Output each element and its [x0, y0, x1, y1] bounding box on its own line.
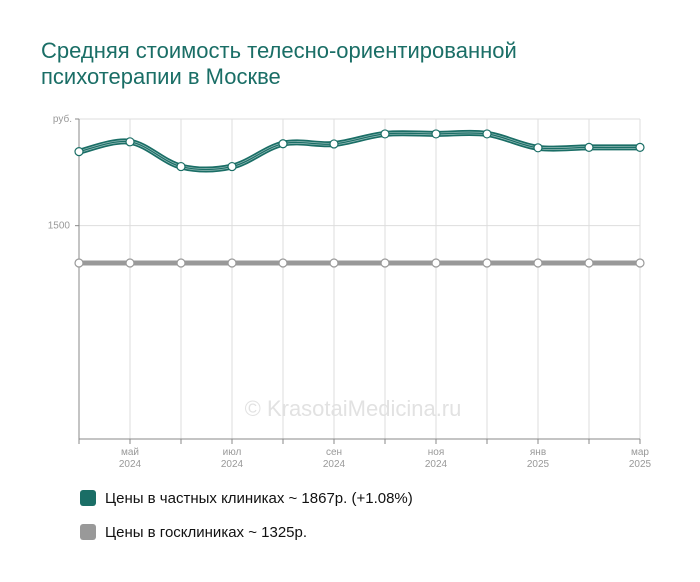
data-point-public [584, 258, 594, 268]
x-tick-labels: май2024июл2024сен2024ноя2024янв2025мар20… [119, 447, 652, 470]
data-point-private [329, 139, 339, 149]
data-point-private [635, 142, 645, 152]
x-tick-label-year: 2024 [323, 459, 346, 470]
legend-item-private[interactable]: Цены в частных клиниках ~ 1867р. (+1.08%… [80, 488, 680, 508]
x-tick-label-year: 2024 [221, 459, 244, 470]
watermark: © KrasotaiMedicina.ru [245, 396, 462, 421]
grid-group [78, 118, 641, 439]
x-tick-label-year: 2024 [119, 459, 142, 470]
data-point-public [431, 258, 441, 268]
data-point-private [278, 139, 288, 149]
x-tick-label-month: янв [530, 447, 546, 458]
data-point-private [380, 129, 390, 139]
data-point-public [176, 258, 186, 268]
chart-title: Средняя стоимость телесно-ориентированно… [41, 38, 517, 89]
legend-swatch-private [80, 490, 96, 506]
x-tick-label-month: мар [631, 447, 649, 458]
data-point-public [380, 258, 390, 268]
series-group [74, 129, 645, 268]
y-tick-label: 1500 [48, 221, 71, 232]
data-point-public [125, 258, 135, 268]
x-tick-label-year: 2024 [425, 459, 448, 470]
data-point-public [329, 258, 339, 268]
data-point-public [482, 258, 492, 268]
legend-label-private: Цены в частных клиниках ~ 1867р. (+1.08%… [105, 489, 413, 507]
x-tick-label-month: июл [223, 447, 242, 458]
x-tick-label-month: ноя [428, 447, 445, 458]
data-point-private [431, 129, 441, 139]
data-point-public [74, 258, 84, 268]
y-unit-label: руб. [53, 113, 72, 125]
x-tick-label-year: 2025 [629, 459, 652, 470]
x-tick-label-month: сен [326, 447, 342, 458]
data-point-public [227, 258, 237, 268]
data-point-public [278, 258, 288, 268]
data-point-private [533, 143, 543, 153]
data-point-private [176, 161, 186, 172]
legend-item-public[interactable]: Цены в госклиниках ~ 1325р. [80, 522, 680, 542]
data-point-public [635, 258, 645, 268]
legend-swatch-public [80, 524, 96, 540]
x-tick-label-year: 2025 [527, 459, 550, 470]
data-point-public [533, 258, 543, 268]
data-point-private [125, 137, 135, 147]
x-tick-label-month: май [121, 447, 139, 458]
axes-group: 1500 руб. [48, 113, 641, 444]
data-point-private [584, 142, 594, 152]
legend-label-public: Цены в госклиниках ~ 1325р. [105, 523, 308, 541]
data-point-private [74, 147, 84, 157]
data-point-private [482, 129, 492, 139]
legend: Цены в частных клиниках ~ 1867р. (+1.08%… [80, 488, 680, 556]
data-point-private [227, 161, 237, 172]
